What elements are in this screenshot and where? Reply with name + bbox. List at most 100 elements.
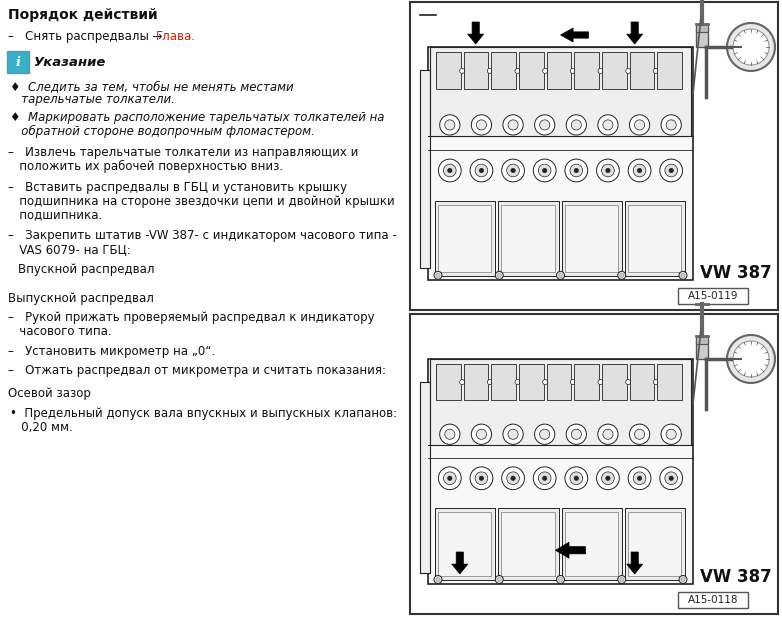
Circle shape bbox=[574, 168, 579, 172]
Text: VW 387: VW 387 bbox=[700, 264, 772, 282]
Text: –   Вставить распредвалы в ГБЦ и установить крышку: – Вставить распредвалы в ГБЦ и установит… bbox=[8, 181, 347, 194]
Circle shape bbox=[597, 115, 618, 135]
Circle shape bbox=[447, 476, 452, 480]
Circle shape bbox=[540, 429, 550, 439]
Circle shape bbox=[597, 467, 619, 489]
Circle shape bbox=[445, 429, 455, 439]
Circle shape bbox=[603, 429, 613, 439]
Bar bbox=[696, 336, 708, 344]
Circle shape bbox=[495, 575, 504, 583]
Bar bbox=[410, 314, 778, 614]
Polygon shape bbox=[626, 22, 643, 44]
Bar bbox=[565, 512, 618, 576]
Circle shape bbox=[495, 271, 504, 279]
Circle shape bbox=[470, 159, 493, 182]
Circle shape bbox=[439, 424, 460, 444]
Bar bbox=[696, 24, 708, 32]
Bar bbox=[491, 364, 516, 400]
Circle shape bbox=[574, 476, 579, 480]
Circle shape bbox=[476, 429, 486, 439]
Text: Порядок действий: Порядок действий bbox=[8, 8, 158, 22]
Bar bbox=[547, 364, 572, 400]
Circle shape bbox=[472, 424, 492, 444]
Circle shape bbox=[633, 472, 646, 485]
Circle shape bbox=[681, 577, 685, 582]
Circle shape bbox=[497, 577, 501, 582]
Polygon shape bbox=[468, 22, 484, 44]
Polygon shape bbox=[452, 552, 468, 574]
Bar bbox=[696, 27, 708, 47]
Polygon shape bbox=[561, 28, 589, 42]
Circle shape bbox=[538, 164, 551, 177]
Text: Указание: Указание bbox=[34, 56, 106, 69]
Text: A15-0119: A15-0119 bbox=[687, 291, 738, 301]
Circle shape bbox=[633, 164, 646, 177]
Circle shape bbox=[653, 69, 658, 74]
Circle shape bbox=[443, 164, 456, 177]
Text: –   Рукой прижать проверяемый распредвал к индикатору: – Рукой прижать проверяемый распредвал к… bbox=[8, 311, 375, 324]
Bar bbox=[420, 70, 430, 268]
Circle shape bbox=[727, 23, 775, 71]
Circle shape bbox=[628, 467, 651, 489]
Bar bbox=[498, 508, 558, 580]
Circle shape bbox=[570, 472, 583, 485]
Circle shape bbox=[557, 271, 565, 279]
Circle shape bbox=[665, 472, 677, 485]
Circle shape bbox=[598, 379, 603, 384]
Text: ♦  Маркировать расположение тарельчатых толкателей на: ♦ Маркировать расположение тарельчатых т… bbox=[10, 111, 385, 124]
Text: подшипника на стороне звездочки цепи и двойной крышки: подшипника на стороне звездочки цепи и д… bbox=[8, 195, 395, 208]
Circle shape bbox=[515, 379, 520, 384]
Circle shape bbox=[572, 120, 581, 130]
Circle shape bbox=[630, 424, 650, 444]
Circle shape bbox=[533, 467, 556, 489]
Circle shape bbox=[661, 115, 681, 135]
Circle shape bbox=[679, 271, 687, 279]
Circle shape bbox=[601, 472, 615, 485]
Circle shape bbox=[626, 379, 630, 384]
Circle shape bbox=[487, 379, 493, 384]
Circle shape bbox=[618, 575, 626, 583]
Bar bbox=[436, 53, 461, 90]
Circle shape bbox=[637, 168, 642, 172]
Bar bbox=[547, 53, 572, 90]
Text: часового типа.: часового типа. bbox=[8, 325, 112, 338]
Bar bbox=[430, 359, 691, 444]
Circle shape bbox=[598, 69, 603, 74]
Circle shape bbox=[538, 472, 551, 485]
Circle shape bbox=[565, 467, 588, 489]
Text: –   Извлечь тарельчатые толкатели из направляющих и: – Извлечь тарельчатые толкатели из напра… bbox=[8, 146, 358, 159]
Text: 0,20 мм.: 0,20 мм. bbox=[10, 420, 73, 433]
Circle shape bbox=[447, 168, 452, 172]
Text: –   Отжать распредвал от микрометра и считать показания:: – Отжать распредвал от микрометра и счит… bbox=[8, 364, 386, 377]
Circle shape bbox=[666, 120, 676, 130]
Circle shape bbox=[470, 467, 493, 489]
Circle shape bbox=[502, 467, 525, 489]
Bar bbox=[625, 508, 685, 580]
Bar bbox=[628, 205, 681, 272]
Bar bbox=[574, 53, 599, 90]
Circle shape bbox=[475, 472, 488, 485]
Circle shape bbox=[630, 115, 650, 135]
Bar bbox=[519, 53, 543, 90]
Text: VW 387: VW 387 bbox=[700, 568, 772, 586]
Bar bbox=[430, 47, 691, 135]
Bar bbox=[438, 512, 491, 576]
Circle shape bbox=[634, 429, 644, 439]
Text: Глава.: Глава. bbox=[156, 30, 196, 43]
Bar bbox=[630, 364, 655, 400]
Circle shape bbox=[660, 467, 683, 489]
Circle shape bbox=[565, 159, 588, 182]
Circle shape bbox=[543, 379, 547, 384]
Bar bbox=[678, 288, 748, 304]
Bar bbox=[491, 53, 516, 90]
Circle shape bbox=[508, 120, 518, 130]
Text: обратной стороне водопрочным фломастером.: обратной стороне водопрочным фломастером… bbox=[10, 124, 315, 138]
Circle shape bbox=[620, 577, 624, 582]
Circle shape bbox=[626, 69, 630, 74]
Circle shape bbox=[540, 120, 550, 130]
Text: тарельчатые толкатели.: тарельчатые толкатели. bbox=[10, 93, 175, 106]
Circle shape bbox=[558, 577, 562, 582]
Circle shape bbox=[570, 379, 576, 384]
Circle shape bbox=[476, 120, 486, 130]
Bar bbox=[630, 53, 655, 90]
